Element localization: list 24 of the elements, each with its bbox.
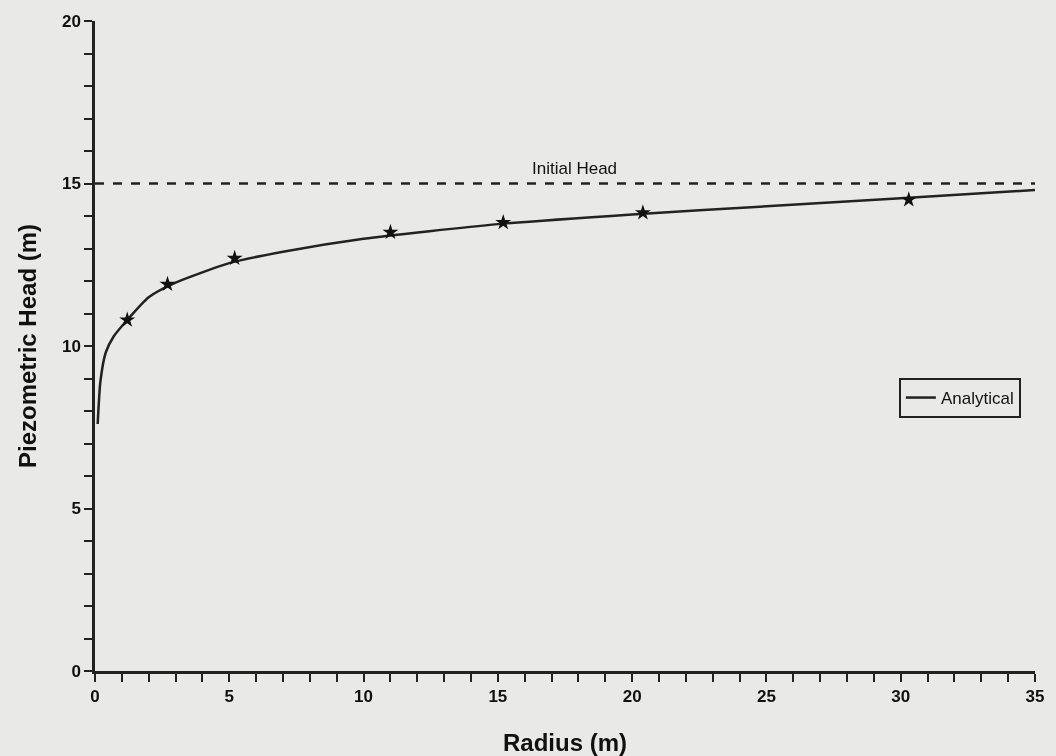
- point: [495, 214, 512, 230]
- x-tick-label: 35: [1025, 687, 1045, 707]
- point: [119, 311, 136, 327]
- x-axis-title: Radius (m): [502, 729, 628, 756]
- x-tick-label: 20: [622, 687, 642, 707]
- y-tick-label: 20: [61, 11, 81, 31]
- point: [634, 204, 651, 220]
- ref-line-label: Initial Head: [532, 159, 618, 178]
- x-tick-label: 5: [224, 687, 235, 707]
- point: [159, 275, 176, 292]
- y-axis-title: Piezometric Head (m): [13, 223, 41, 469]
- legend-label: Analytical: [940, 389, 1014, 409]
- x-tick-label: 10: [354, 687, 374, 707]
- point: [900, 191, 917, 207]
- x-tick-label: 25: [756, 687, 776, 707]
- y-tick-label: 0: [71, 661, 81, 681]
- y-tick-label: 10: [61, 336, 81, 356]
- x-tick-label: 0: [90, 687, 100, 707]
- point: [226, 249, 243, 266]
- point: [382, 223, 399, 240]
- x-tick-label: 30: [891, 687, 911, 707]
- y-tick-label: 15: [61, 174, 81, 194]
- y-tick-label: 5: [71, 499, 81, 519]
- x-tick-label: 15: [488, 687, 508, 707]
